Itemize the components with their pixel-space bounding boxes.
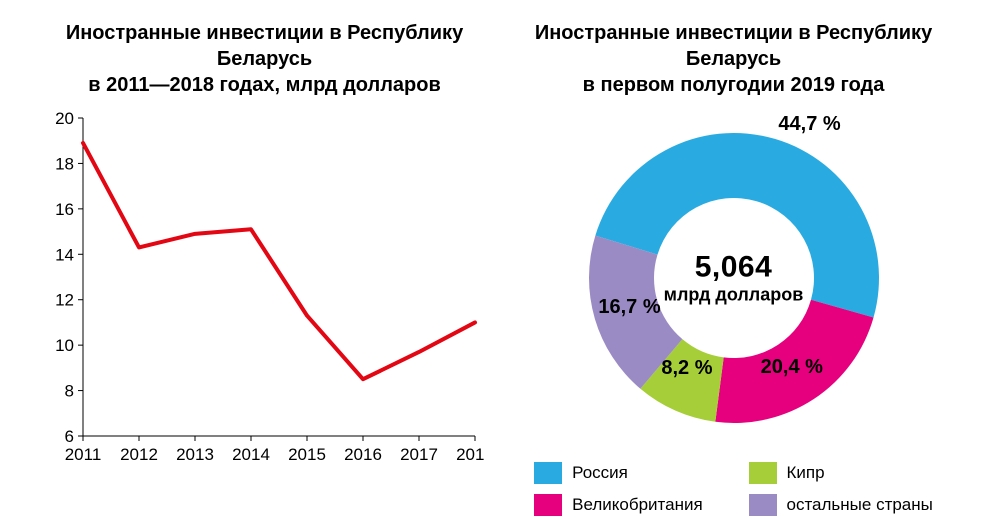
- x-tick-label: 2012: [120, 445, 158, 464]
- legend-swatch: [749, 462, 777, 484]
- legend-item-1: Великобритания: [534, 494, 718, 516]
- donut-slice-label-2: 8,2 %: [661, 357, 712, 380]
- y-tick-label: 14: [55, 245, 74, 264]
- x-tick-label: 2014: [232, 445, 270, 464]
- line-chart-wrap: 6 8 10 12 14 16 18 20 2011 2012 2013 2014 2015 2016 20…: [45, 108, 485, 473]
- legend-swatch: [534, 494, 562, 516]
- legend-label: Россия: [572, 463, 628, 483]
- donut-slice-label-3: 16,7 %: [598, 296, 660, 319]
- line-chart-svg: 6 8 10 12 14 16 18 20 2011 2012 2013 2014 2015 2016 20…: [45, 108, 485, 468]
- y-tick-label: 16: [55, 200, 74, 219]
- legend-swatch: [749, 494, 777, 516]
- x-tick-label: 2018: [456, 445, 485, 464]
- legend-item-0: Россия: [534, 462, 718, 484]
- y-tick-label: 18: [55, 154, 74, 173]
- x-tick-label: 2016: [344, 445, 382, 464]
- donut-slice-label-1: 20,4 %: [761, 356, 823, 379]
- x-tick-label: 2013: [176, 445, 214, 464]
- x-tick-label: 2017: [400, 445, 438, 464]
- y-tick-label: 20: [55, 109, 74, 128]
- donut-center-value: 5,064: [664, 251, 804, 285]
- donut-chart-wrap: 5,064 млрд долларов 44,7 % 20,4 % 8,2 % 16,…: [564, 108, 904, 448]
- x-tick-label: 2015: [288, 445, 326, 464]
- page-root: Иностранные инвестиции в Республику Бела…: [0, 0, 998, 519]
- donut-chart-title: Иностранные инвестиции в Республику Бела…: [499, 20, 968, 98]
- line-chart-panel: Иностранные инвестиции в Республику Бела…: [30, 20, 499, 499]
- legend-label: Кипр: [787, 463, 825, 483]
- line-chart-title: Иностранные инвестиции в Республику Бела…: [30, 20, 499, 98]
- data-line: [83, 143, 475, 379]
- legend-label: Великобритания: [572, 495, 703, 515]
- legend-item-3: остальные страны: [749, 494, 933, 516]
- y-tick-label: 6: [64, 427, 73, 446]
- x-tick-label: 2011: [64, 445, 101, 464]
- y-tick-label: 10: [55, 336, 74, 355]
- y-tick-label: 8: [64, 382, 73, 401]
- legend-item-2: Кипр: [749, 462, 933, 484]
- donut-legend: Россия Кипр Великобритания остальные страны: [534, 462, 933, 516]
- legend-swatch: [534, 462, 562, 484]
- donut-slice-label-0: 44,7 %: [778, 113, 840, 136]
- donut-center-unit: млрд долларов: [664, 285, 804, 306]
- y-tick-label: 12: [55, 291, 74, 310]
- donut-chart-panel: Иностранные инвестиции в Республику Бела…: [499, 20, 968, 499]
- legend-label: остальные страны: [787, 495, 933, 515]
- donut-center: 5,064 млрд долларов: [664, 251, 804, 306]
